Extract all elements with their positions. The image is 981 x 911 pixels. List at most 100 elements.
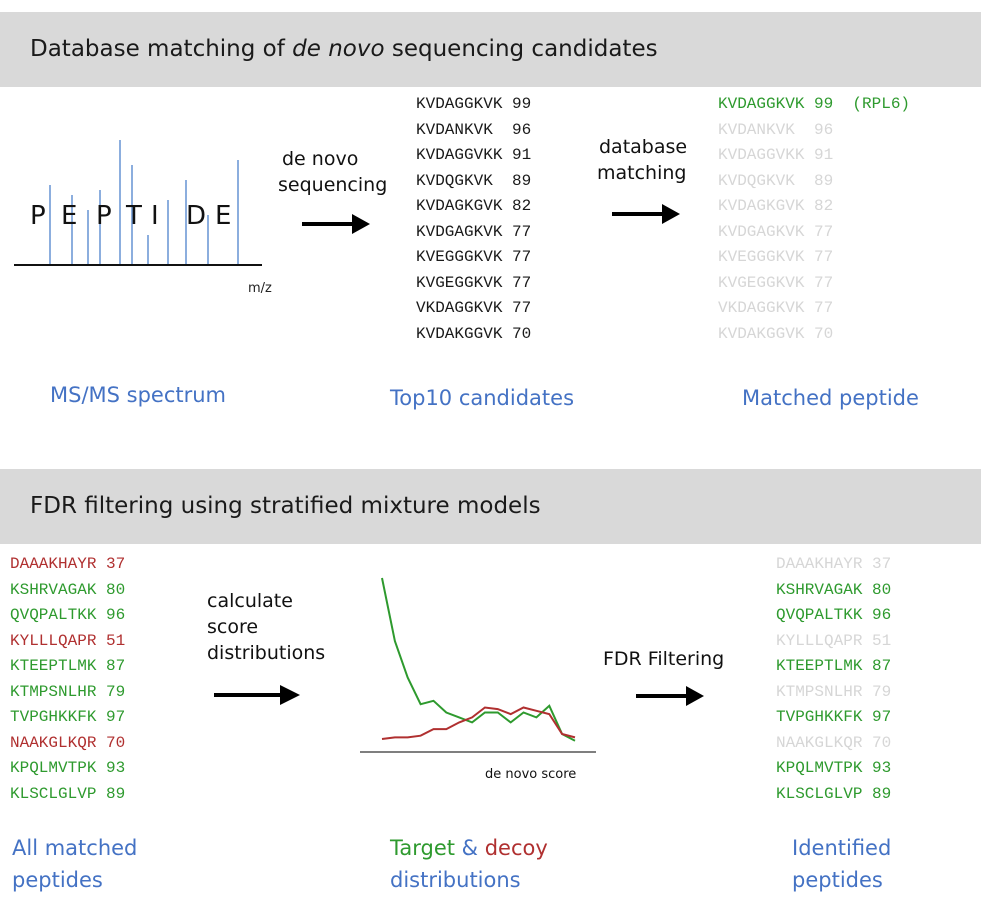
caption-decoy: decoy <box>484 836 548 860</box>
fdr-arrow <box>636 686 704 706</box>
caption-amp: & <box>454 836 485 860</box>
peptide-sequence: NAAKGLKQR <box>10 733 107 752</box>
peptide-sequence: KVDAGGVKK <box>416 146 513 164</box>
peptide-score: 87 <box>872 657 892 675</box>
denovo-arrow-label-line2: sequencing <box>278 174 388 196</box>
calc-arrow-label: calculate score distributions <box>207 588 325 666</box>
peptide-score: 80 <box>872 580 892 599</box>
peptide-row: KVGEGGKVK 77 <box>718 271 910 297</box>
caption-matched-peptide: Matched peptide <box>742 386 919 410</box>
peptide-row: KVDQGKVK 89 <box>718 169 910 195</box>
peptide-row: KYLLLQAPR 51 <box>776 629 891 655</box>
peptide-sequence: KPQLMVTPK <box>10 759 107 777</box>
peptide-row: KTEEPTLMK 87 <box>776 654 891 680</box>
caption-all-matched-line1: All matched <box>12 836 138 860</box>
peptide-sequence: KTEEPTLMK <box>10 657 107 675</box>
peptide-sequence: KSHRVAGAK <box>776 580 873 599</box>
score-distribution-chart: de novo score <box>360 577 596 782</box>
peptide-score: 82 <box>814 197 834 215</box>
peptide-score: 80 <box>106 580 126 599</box>
peptide-sequence: KVDANKVK <box>416 120 513 139</box>
caption-target: Target <box>390 836 455 860</box>
peptide-sequence: KYLLLQAPR <box>776 631 873 650</box>
peptide-row: VKDAGGKVK 77 <box>416 296 531 322</box>
caption-all-matched: All matched peptides <box>12 832 137 896</box>
db-arrow-label: database matching <box>597 134 687 186</box>
peptide-sequence: KVDAKGGVK <box>718 324 815 343</box>
peptide-score: 91 <box>814 146 834 164</box>
identified-list: DAAAKHAYR 37 KSHRVAGAK 80 QVQPALTKK 96 KYLL… <box>776 552 891 807</box>
peptide-row: KVDAGGVKK 91 <box>416 143 531 169</box>
peptide-row: KVDAGKGVK 82 <box>718 194 910 220</box>
peptide-sequence: KLSCLGLVP <box>10 784 107 803</box>
peptide-row: NAAKGLKQR 70 <box>776 731 891 757</box>
peptide-sequence: QVQPALTKK <box>10 606 107 624</box>
db-arrow <box>612 204 680 224</box>
peptide-sequence: KVGEGGKVK <box>416 273 513 292</box>
peptide-sequence: KLSCLGLVP <box>776 784 873 803</box>
caption-top10-candidates: Top10 candidates <box>390 386 575 410</box>
peptide-score: 89 <box>872 784 892 803</box>
peptide-sequence: KVDAGGKVK <box>718 95 815 113</box>
peptide-sequence: TVPGHKKFK <box>10 708 107 726</box>
peptide-sequence: VKDAGGKVK <box>718 299 815 317</box>
peptide-row: KVDANKVK 96 <box>416 118 531 144</box>
peptide-score: 77 <box>814 222 834 241</box>
peptide-score: 99 <box>814 95 834 113</box>
db-arrow-label-line2: matching <box>597 162 687 184</box>
peptide-row: KYLLLQAPR 51 <box>10 629 125 655</box>
peptide-score: 87 <box>106 657 126 675</box>
peptide-sequence: KVDAGGKVK <box>416 95 513 113</box>
peptide-row: QVQPALTKK 96 <box>10 603 125 629</box>
chart-x-label: de novo score <box>485 767 576 782</box>
peptide-row: KSHRVAGAK 80 <box>776 578 891 604</box>
peptide-score: 79 <box>106 682 126 701</box>
spectrum-peaks <box>49 140 239 265</box>
peptide-sequence: KSHRVAGAK <box>10 580 107 599</box>
peptide-sequence: KVEGGGKVK <box>416 248 513 266</box>
caption-distributions-line1: Target & decoy <box>390 832 548 864</box>
decoy-series <box>381 706 576 740</box>
peptide-score: 77 <box>512 299 532 317</box>
peptide-score: 97 <box>872 708 892 726</box>
peptide-row: KLSCLGLVP 89 <box>10 782 125 808</box>
peptide-sequence: DAAAKHAYR <box>10 555 107 573</box>
peptide-score: 77 <box>814 273 834 292</box>
section1-title-pre: Database matching of <box>30 36 293 62</box>
section2-banner: FDR filtering using stratified mixture m… <box>0 469 981 544</box>
spectrum-letter: I <box>151 201 159 231</box>
caption-all-matched-line2: peptides <box>12 868 103 892</box>
peptide-row: KTMPSNLHR 79 <box>10 680 125 706</box>
peptide-sequence: KTMPSNLHR <box>10 682 107 701</box>
peptide-score: 96 <box>814 120 834 139</box>
peptide-row: KTMPSNLHR 79 <box>776 680 891 706</box>
peptide-score: 70 <box>106 733 126 752</box>
peptide-score: 93 <box>106 759 126 777</box>
calc-arrow-label-line1: calculate <box>207 590 293 612</box>
section2-title: FDR filtering using stratified mixture m… <box>30 493 541 519</box>
peptide-sequence: KVDGAGKVK <box>416 222 513 241</box>
peptide-sequence: NAAKGLKQR <box>776 733 873 752</box>
peptide-score: 96 <box>872 606 892 624</box>
peptide-row: KLSCLGLVP 89 <box>776 782 891 808</box>
peptide-score: 70 <box>814 324 834 343</box>
peptide-sequence: KVDANKVK <box>718 120 815 139</box>
caption-identified: Identified peptides <box>792 832 891 896</box>
matched-list: KVDAGGKVK 99 (RPL6) KVDANKVK 96 KVDAGGVKK … <box>718 92 910 347</box>
peptide-sequence: KTMPSNLHR <box>776 682 873 701</box>
spectrum-letter: P <box>30 201 46 231</box>
matched-annotation: (RPL6) <box>833 95 911 113</box>
caption-distributions: Target & decoy distributions <box>390 832 548 896</box>
peptide-row: NAAKGLKQR 70 <box>10 731 125 757</box>
target-series <box>381 577 576 742</box>
peptide-score: 89 <box>106 784 126 803</box>
peptide-score: 97 <box>106 708 126 726</box>
peptide-row: KVDGAGKVK 77 <box>718 220 910 246</box>
peptide-sequence: TVPGHKKFK <box>776 708 873 726</box>
peptide-row: DAAAKHAYR 37 <box>776 552 891 578</box>
denovo-arrow-label: de novo sequencing <box>278 146 387 198</box>
peptide-score: 96 <box>106 606 126 624</box>
section1-title-italic: de novo <box>292 36 385 62</box>
spectrum-letter: T <box>125 201 142 231</box>
